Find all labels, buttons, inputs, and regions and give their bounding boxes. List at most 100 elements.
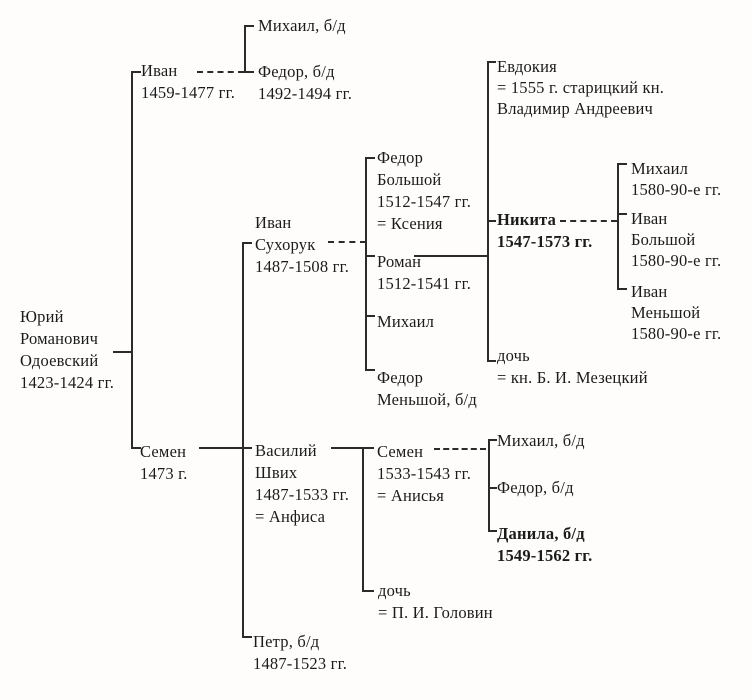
text-line: 1487-1508 гг. <box>255 257 350 276</box>
text-line: Юрий <box>20 307 64 326</box>
text-line: = Ксения <box>377 214 443 233</box>
text-line: Данила, б/д <box>497 524 585 543</box>
bracket-semen-1533-children <box>488 439 490 532</box>
person-nikita: Никита 1547-1573 гг. <box>497 209 592 253</box>
text-line: Меньшой <box>631 303 701 322</box>
tick-nikita <box>487 220 496 222</box>
text-line: = Анфиса <box>255 507 326 526</box>
person-mikhail-bd-top: Михаил, б/д <box>258 15 346 37</box>
connector-ivan-to-children-dashed <box>197 71 244 73</box>
text-line: 1580-90-е гг. <box>631 251 722 270</box>
text-line: Федор <box>377 368 424 387</box>
connector-sukhoruk-to-children-dashed <box>328 241 366 243</box>
text-line: Петр, б/д <box>253 632 320 651</box>
person-vasily-shvikh: Василий Швих 1487-1533 гг. = Анфиса <box>255 440 349 528</box>
text-line: 1547-1573 гг. <box>497 232 593 251</box>
text-line: 1549-1562 гг. <box>497 546 593 565</box>
tick-ivan-1459 <box>131 71 141 73</box>
tick-ivan-sukhoruk <box>242 242 252 244</box>
tick-mikhail-bd-2 <box>488 439 497 441</box>
text-line: Федор <box>377 148 424 167</box>
text-line: Семен <box>377 442 424 461</box>
text-line: Иван <box>631 282 668 301</box>
text-line: 1473 г. <box>140 464 188 483</box>
person-ivan-1459: Иван 1459-1477 гг. <box>141 60 235 104</box>
person-ivan-menshoy: Иван Меньшой 1580-90-е гг. <box>631 281 721 344</box>
text-line: Евдокия <box>497 57 557 76</box>
person-fedor-menshoy: Федор Меньшой, б/д <box>377 367 477 411</box>
bracket-yuri-children <box>131 71 133 449</box>
person-doch-golovina: дочь = П. И. Головин <box>378 580 493 624</box>
person-semen-1533: Семен 1533-1543 гг. = Анисья <box>377 441 471 507</box>
connector-yuri-root <box>113 351 132 353</box>
tick-fedor-1492 <box>244 71 254 73</box>
connector-roman-to-children <box>414 255 488 257</box>
bracket-vasily-children <box>362 447 364 592</box>
text-line: 1512-1541 гг. <box>377 274 472 293</box>
tick-mikhail-1580 <box>617 163 627 165</box>
tick-danila <box>488 530 497 532</box>
bracket-semen-1473-children <box>242 242 244 638</box>
text-line: 1533-1543 гг. <box>377 464 472 483</box>
text-line: 1487-1523 гг. <box>253 654 348 673</box>
text-line: Владимир Андреевич <box>497 99 653 118</box>
text-line: Одоевский <box>20 351 99 370</box>
text-line: Иван <box>141 61 178 80</box>
text-line: Михаил <box>377 312 435 331</box>
text-line: Михаил, б/д <box>497 431 585 450</box>
tick-mikhail-middle <box>365 315 375 317</box>
text-line: Семен <box>140 442 187 461</box>
text-line: Большой <box>377 170 442 189</box>
person-ivan-bolshoy: Иван Большой 1580-90-е гг. <box>631 208 721 271</box>
text-line: Василий <box>255 441 317 460</box>
connector-nikita-to-children-dashed <box>560 220 617 222</box>
person-mikhail-1580: Михаил 1580-90-е гг. <box>631 158 721 200</box>
person-semen-1473: Семен 1473 г. <box>140 441 188 485</box>
tick-semen-1533 <box>362 447 374 449</box>
person-danila: Данила, б/д 1549-1562 гг. <box>497 523 592 567</box>
text-line: Романович <box>20 329 99 348</box>
text-line: дочь <box>378 581 411 600</box>
connector-semen-1533-to-children-dashed <box>434 448 486 450</box>
person-mikhail-bd-2: Михаил, б/д <box>497 430 585 452</box>
text-line: Большой <box>631 230 696 249</box>
bracket-nikita-children <box>617 163 619 290</box>
tick-fedor-bolshoy <box>365 157 375 159</box>
text-line: Роман <box>377 252 422 271</box>
tick-mikhail-bd-top <box>244 25 254 27</box>
bracket-sukhoruk-children <box>365 157 367 371</box>
text-line: 1487-1533 гг. <box>255 485 350 504</box>
text-line: = кн. Б. И. Мезецкий <box>497 368 648 387</box>
text-line: 1459-1477 гг. <box>141 83 236 102</box>
text-line: 1492-1494 гг. <box>258 84 353 103</box>
tick-fedor-menshoy <box>365 369 375 371</box>
text-line: 1580-90-е гг. <box>631 324 722 343</box>
person-petr-bd: Петр, б/д 1487-1523 гг. <box>253 631 347 675</box>
person-doch-mezetskaya: дочь = кн. Б. И. Мезецкий <box>497 345 648 389</box>
tick-semen-1473 <box>131 447 141 449</box>
text-line: 1580-90-е гг. <box>631 180 722 199</box>
person-fedor-bd: Федор, б/д <box>497 477 574 499</box>
text-line: = Анисья <box>377 486 445 505</box>
text-line: Сухорук <box>255 235 316 254</box>
connector-semen-1473-to-children <box>199 447 252 449</box>
person-roman: Роман 1512-1541 гг. <box>377 251 471 295</box>
connector-vasily-to-children <box>331 447 364 449</box>
text-line: Михаил, б/д <box>258 16 346 35</box>
text-line: = П. И. Головин <box>378 603 493 622</box>
tick-roman <box>365 255 375 257</box>
text-line: Федор, б/д <box>497 478 574 497</box>
text-line: Федор, б/д <box>258 62 335 81</box>
text-line: 1512-1547 гг. <box>377 192 472 211</box>
tick-evdokia <box>487 61 496 63</box>
text-line: Никита <box>497 210 557 229</box>
person-fedor-1492: Федор, б/д 1492-1494 гг. <box>258 61 352 105</box>
text-line: дочь <box>497 346 530 365</box>
tick-doch-golovina <box>362 590 374 592</box>
bracket-ivan-children <box>244 25 246 73</box>
person-mikhail-middle: Михаил <box>377 311 434 333</box>
text-line: = 1555 г. старицкий кн. <box>497 78 665 97</box>
tick-doch-mezetskaya <box>487 360 496 362</box>
person-fedor-bolshoy: Федор Большой 1512-1547 гг. = Ксения <box>377 147 471 235</box>
